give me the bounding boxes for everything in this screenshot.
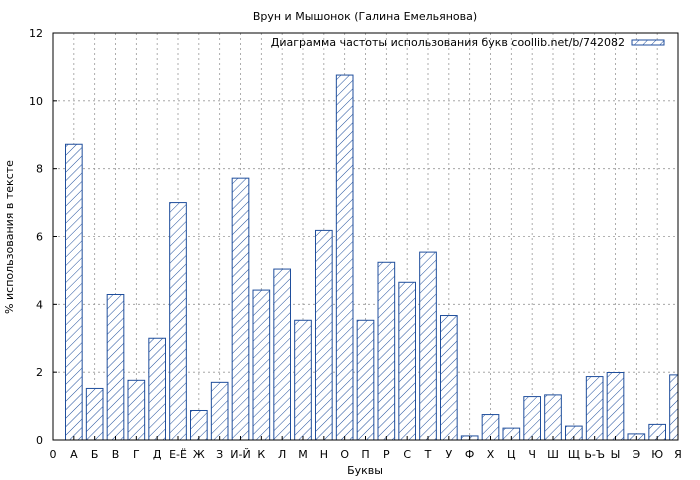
legend-label: Диаграмма частоты использования букв coo… [271,36,625,49]
bar-5 [148,337,166,441]
x-tick-label: Т [424,448,432,461]
x-tick-label: Ж [193,448,205,461]
x-tick-label: О [340,448,349,461]
y-tick-label: 0 [36,434,43,447]
x-tick-label: Ю [651,448,663,461]
legend-swatch [631,39,665,46]
y-tick-label: 6 [36,231,43,244]
bar-23 [523,396,541,441]
bar-14 [335,74,354,441]
y-axis: 0 2 4 6 8 10 12 [29,27,57,447]
bar-3 [106,293,125,441]
bar-16 [377,261,396,441]
x-tick-label: Я [674,448,682,461]
x-tick-label: З [216,448,223,461]
x-tick-label: С [403,448,411,461]
bar-9 [231,177,250,441]
y-tick-label: 2 [36,366,43,379]
x-tick-label: Е-Ё [169,448,187,461]
y-tick-label: 10 [29,95,43,108]
grid [53,33,678,440]
x-tick-label: Л [278,448,286,461]
x-tick-label: Г [133,448,140,461]
bar-11 [273,268,292,441]
bar-30 [669,374,679,441]
y-tick-label: 4 [36,298,43,311]
bar-24 [544,394,562,441]
chart-title: Врун и Мышонок (Галина Емельянова) [253,10,477,23]
x-tick-label: К [257,448,265,461]
y-tick-label: 8 [36,163,43,176]
x-tick-label: А [70,448,78,461]
bars [65,74,679,441]
x-tick-label: Н [320,448,328,461]
x-axis-label: Буквы [347,464,383,477]
x-tick-label: Р [383,448,390,461]
x-tick-label: П [361,448,369,461]
bar-10 [252,289,271,441]
x-tick-label: Ч [528,448,536,461]
bar-7 [190,409,208,441]
x-tick-label: В [112,448,120,461]
bar-6 [169,202,187,441]
bar-13 [315,229,333,441]
bar-18 [419,251,437,441]
bar-12 [294,319,312,441]
bar-17 [398,281,417,441]
x-tick-label: Ы [611,448,621,461]
bar-1 [65,143,83,441]
x-tick-label: И-Й [230,448,250,461]
x-tick-label: Э [632,448,640,461]
bar-2 [85,387,104,441]
legend: Диаграмма частоты использования букв coo… [271,36,665,49]
bar-8 [210,381,229,441]
bar-27 [606,372,625,441]
x-tick-label: Ь-Ъ [584,448,605,461]
bar-26 [585,376,604,441]
x-tick-label: М [298,448,308,461]
x-tick-label: 0 [50,448,57,461]
x-axis: 0 А Б В Г Д Е-Ё Ж З И-Й К Л М Н О П Р С Т У Ф Х Ц Ч Ш Щ Ь-Ъ Ы Э Ю Я [50,436,682,461]
y-axis-label: % использования в тексте [3,160,16,314]
x-tick-label: Б [91,448,99,461]
x-tick-label: Ц [507,448,516,461]
y-tick-label: 12 [29,27,43,40]
bar-19 [440,315,458,441]
bar-4 [127,379,146,441]
x-tick-label: Ш [547,448,559,461]
bar-15 [356,319,375,441]
x-tick-label: Х [487,448,495,461]
x-tick-label: У [445,448,452,461]
x-tick-label: Ф [465,448,474,461]
x-tick-label: Щ [568,448,580,461]
x-tick-label: Д [153,448,162,461]
